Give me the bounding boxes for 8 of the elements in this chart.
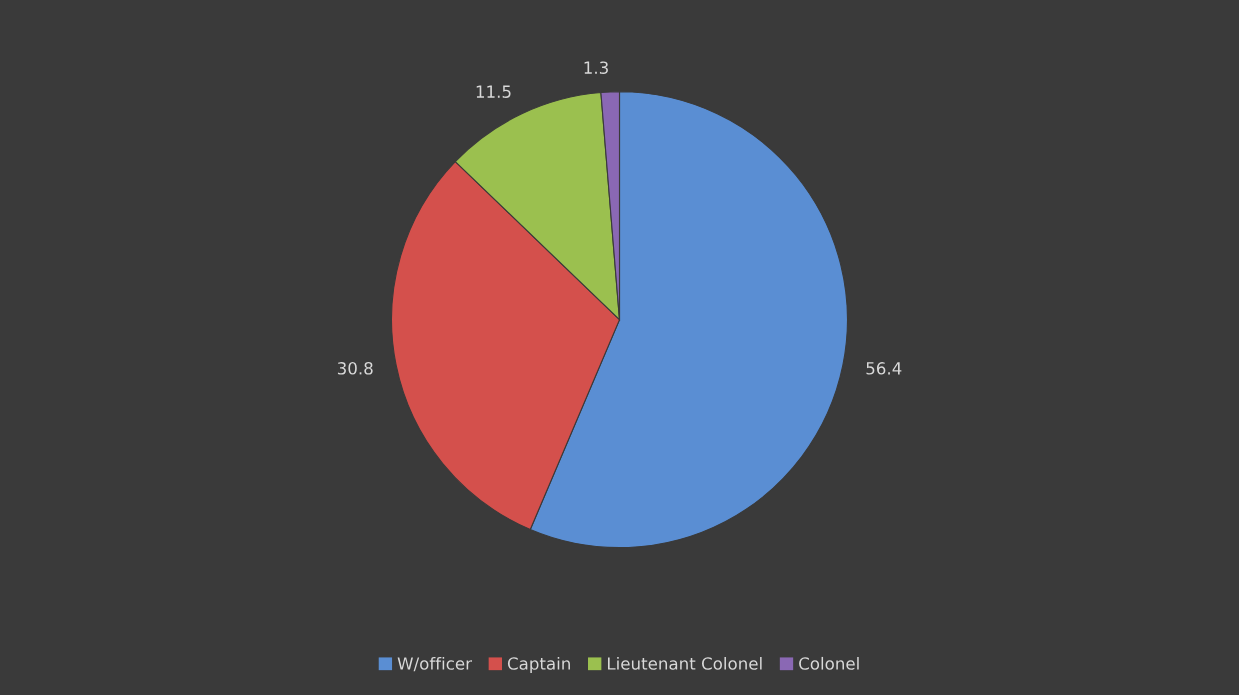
data-label: 11.5 [476, 85, 511, 98]
legend-label: Lieutenant Colonel [607, 656, 762, 670]
data-label: 1.3 [584, 61, 608, 74]
legend-label: Colonel [799, 656, 859, 670]
data-label: 30.8 [337, 362, 373, 375]
legend-label: W/officer [397, 656, 472, 672]
data-label: 56.4 [866, 362, 902, 375]
legend-label: Captain [507, 656, 570, 674]
